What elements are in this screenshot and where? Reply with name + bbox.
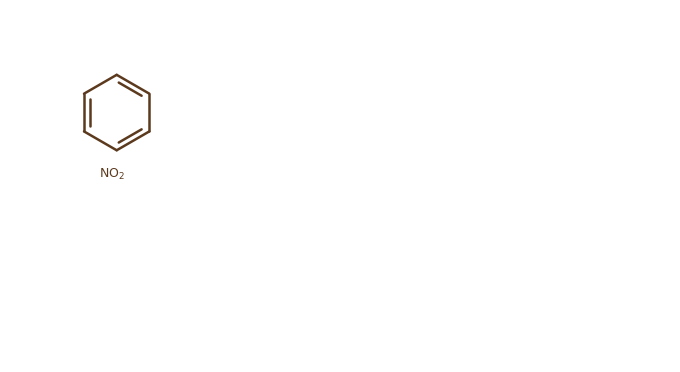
Text: $\rm NO_2$: $\rm NO_2$ — [99, 167, 124, 182]
